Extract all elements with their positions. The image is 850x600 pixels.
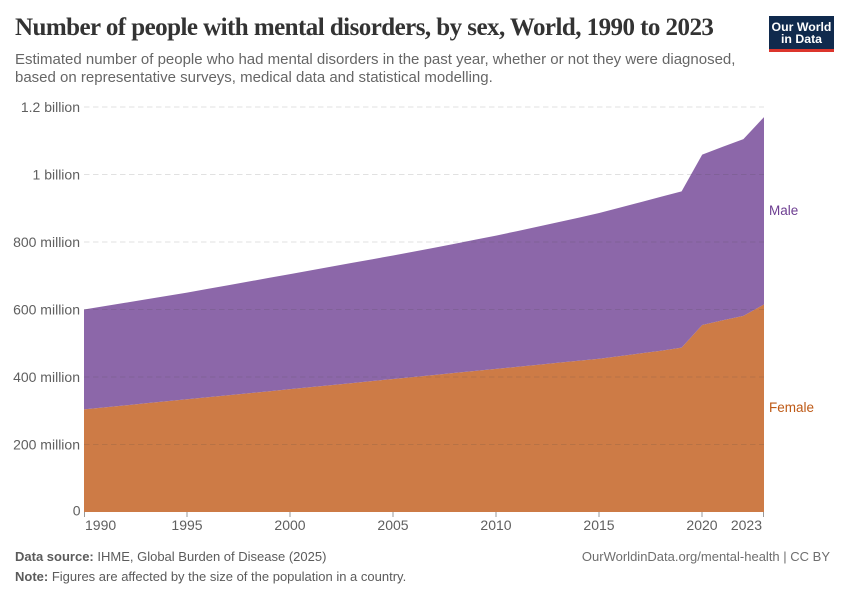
svg-text:2000: 2000 bbox=[274, 517, 305, 533]
svg-text:800 million: 800 million bbox=[13, 234, 80, 250]
svg-text:1990: 1990 bbox=[85, 517, 116, 533]
svg-text:1.2 billion: 1.2 billion bbox=[21, 99, 80, 115]
svg-text:Male: Male bbox=[769, 203, 798, 218]
svg-text:Female: Female bbox=[769, 400, 814, 415]
svg-text:400 million: 400 million bbox=[13, 369, 80, 385]
svg-text:2015: 2015 bbox=[583, 517, 614, 533]
svg-text:2020: 2020 bbox=[686, 517, 717, 533]
svg-text:2010: 2010 bbox=[480, 517, 511, 533]
svg-text:2005: 2005 bbox=[377, 517, 408, 533]
svg-text:1 billion: 1 billion bbox=[33, 167, 80, 183]
svg-text:2023: 2023 bbox=[731, 517, 762, 533]
svg-text:1995: 1995 bbox=[171, 517, 202, 533]
svg-text:200 million: 200 million bbox=[13, 437, 80, 453]
svg-text:600 million: 600 million bbox=[13, 302, 80, 318]
svg-text:0: 0 bbox=[73, 503, 81, 519]
